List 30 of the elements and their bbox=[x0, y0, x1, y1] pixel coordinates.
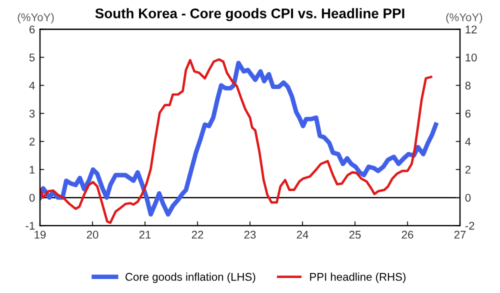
y2-tick-label: 12 bbox=[466, 26, 477, 34]
chart-title: South Korea - Core goods CPI vs. Headline PPI bbox=[95, 8, 404, 22]
y2-tick-label: 6 bbox=[465, 110, 471, 118]
x-tick-label: 19 bbox=[34, 230, 46, 239]
y-tick-label: 2 bbox=[30, 138, 35, 146]
x-tick-label: 25 bbox=[349, 230, 361, 239]
legend-label: Core goods inflation (LHS) bbox=[126, 272, 256, 283]
y2-tick-label: -2 bbox=[465, 222, 474, 230]
y-tick-label: 6 bbox=[30, 26, 35, 34]
legend-label: PPI headline (RHS) bbox=[310, 272, 406, 283]
x-tick-label: 21 bbox=[139, 230, 151, 239]
x-tick-label: 20 bbox=[86, 230, 98, 239]
y-axis-title: (%YoY) bbox=[18, 13, 54, 24]
y2-axis-title: (%YoY) bbox=[446, 13, 482, 24]
x-tick-label: 23 bbox=[244, 230, 256, 239]
y2-tick-label: 2 bbox=[465, 166, 470, 174]
y2-tick-label: 10 bbox=[466, 54, 477, 62]
y2-tick-label: 4 bbox=[465, 138, 471, 146]
x-tick-label: 22 bbox=[192, 230, 204, 239]
y-tick-label: 5 bbox=[29, 54, 35, 62]
x-tick-label: 27 bbox=[454, 230, 466, 239]
y-tick-label: 3 bbox=[29, 110, 35, 118]
y-tick-label: 4 bbox=[29, 82, 35, 90]
y-tick-label: 1 bbox=[30, 166, 35, 174]
y-tick-label: 0 bbox=[29, 194, 35, 202]
x-tick-label: 24 bbox=[296, 230, 308, 239]
x-tick-label: 26 bbox=[402, 230, 414, 239]
y2-tick-label: 0 bbox=[465, 194, 471, 202]
y2-tick-label: 8 bbox=[465, 82, 471, 90]
y-tick-label: -1 bbox=[26, 222, 35, 230]
